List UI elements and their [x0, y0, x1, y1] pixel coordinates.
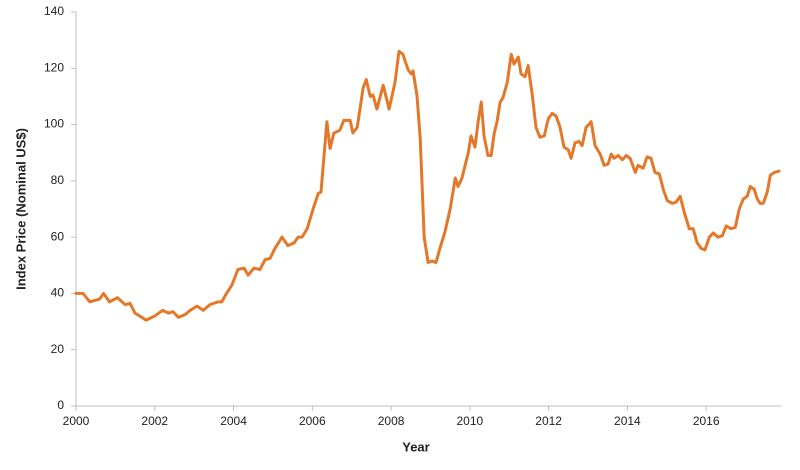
y-axis-title: Index Price (Nominal US$)	[13, 128, 28, 290]
x-axis-title: Year	[402, 439, 429, 454]
y-tick-label: 100	[44, 117, 64, 131]
y-tick-label: 140	[44, 4, 64, 18]
x-tick-label: 2000	[63, 414, 90, 428]
y-tick-label: 40	[51, 286, 65, 300]
x-tick-label: 2006	[299, 414, 326, 428]
x-tick-label: 2014	[614, 414, 641, 428]
x-tick-label: 2004	[220, 414, 247, 428]
x-tick-label: 2002	[141, 414, 168, 428]
x-tick-label: 2010	[457, 414, 484, 428]
data-line	[74, 49, 781, 322]
y-tick-label: 120	[44, 60, 64, 74]
x-tick-label: 2008	[378, 414, 405, 428]
x-tick-label: 2012	[535, 414, 562, 428]
y-tick-label: 0	[57, 398, 64, 412]
y-tick-label: 20	[51, 342, 65, 356]
y-tick-label: 80	[51, 173, 65, 187]
x-tick-label: 2016	[693, 414, 720, 428]
y-tick-label: 60	[51, 229, 65, 243]
